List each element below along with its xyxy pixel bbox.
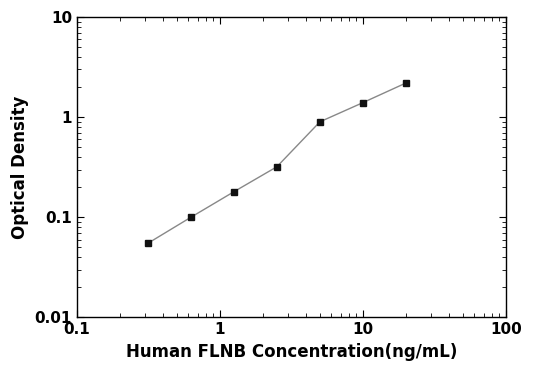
X-axis label: Human FLNB Concentration(ng/mL): Human FLNB Concentration(ng/mL) (126, 343, 457, 361)
Y-axis label: Optical Density: Optical Density (11, 96, 29, 239)
